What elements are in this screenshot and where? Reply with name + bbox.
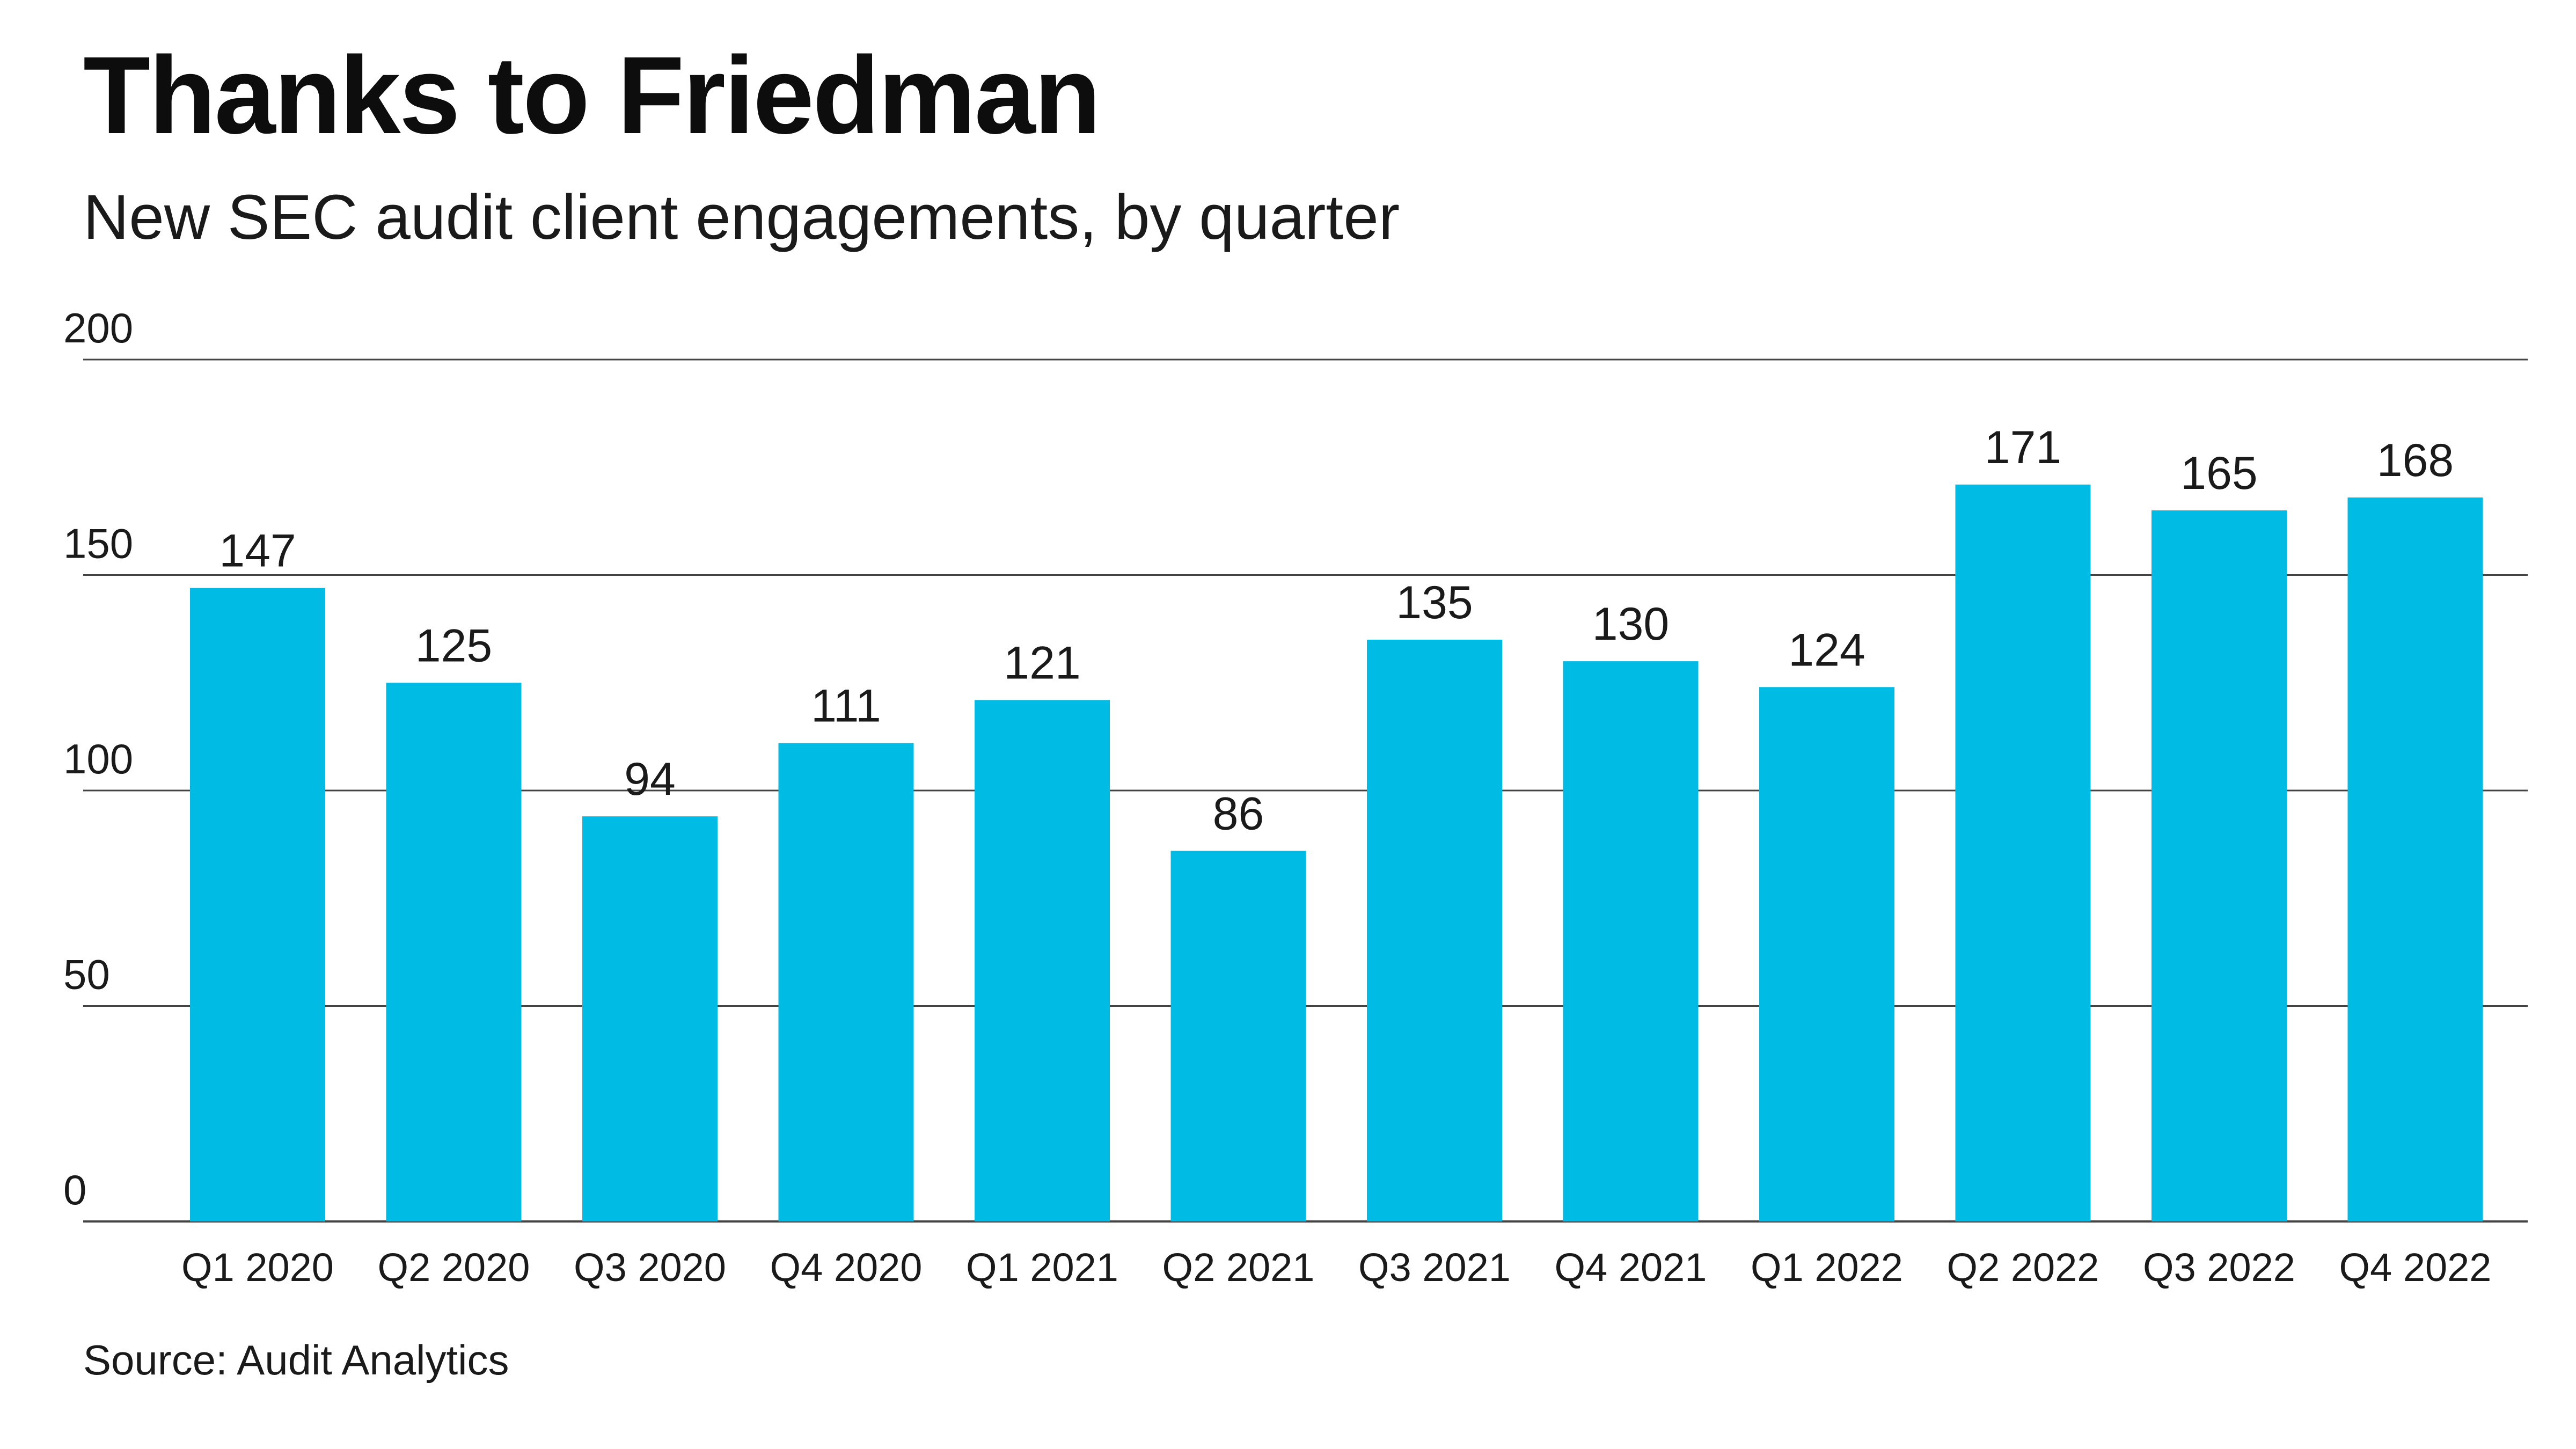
x-tick-label: Q1 2021: [966, 1245, 1118, 1290]
x-axis-ticks: Q1 2020 Q2 2020 Q3 2020 Q4 2020 Q1 2021 Q2 20…: [181, 1245, 2491, 1290]
x-tick-label: Q3 2020: [574, 1245, 726, 1290]
bar: [1955, 484, 2091, 1221]
data-label: 135: [1396, 577, 1473, 628]
x-tick-label: Q2 2021: [1162, 1245, 1315, 1290]
data-label: 125: [415, 620, 493, 671]
x-tick-label: Q1 2022: [1751, 1245, 1903, 1290]
x-tick-label: Q1 2020: [181, 1245, 334, 1290]
data-label: 86: [1213, 788, 1264, 839]
bar: [190, 588, 325, 1221]
x-tick-label: Q2 2022: [1947, 1245, 2099, 1290]
bar: [582, 816, 718, 1221]
data-label: 168: [2377, 435, 2454, 486]
y-axis-ticks: 0 50 100 150 200: [63, 304, 133, 1213]
chart-title: Thanks to Friedman: [83, 34, 1101, 157]
bar: [1563, 661, 1699, 1221]
source-note: Source: Audit Analytics: [83, 1336, 509, 1384]
bar: [1170, 851, 1306, 1221]
data-label: 111: [811, 680, 881, 732]
y-tick-label: 200: [63, 304, 133, 352]
x-tick-label: Q3 2021: [1358, 1245, 1511, 1290]
data-labels: 147 125 94 111 121 86 135 130 124 171 165 168: [219, 422, 2454, 840]
bar: [2151, 510, 2287, 1221]
y-tick-label: 50: [63, 951, 110, 998]
bar: [386, 683, 522, 1221]
bar: [778, 743, 914, 1221]
y-tick-label: 150: [63, 520, 133, 567]
chart-subtitle: New SEC audit client engagements, by qua…: [83, 182, 1400, 253]
data-label: 121: [1004, 637, 1081, 689]
y-tick-label: 100: [63, 735, 133, 782]
bar: [2347, 497, 2483, 1222]
data-label: 147: [219, 525, 296, 577]
x-tick-label: Q4 2022: [2339, 1245, 2492, 1290]
data-label: 124: [1788, 624, 1865, 676]
bar: [975, 700, 1110, 1221]
bars: [190, 484, 2483, 1222]
data-label: 94: [624, 753, 676, 805]
x-tick-label: Q3 2022: [2143, 1245, 2295, 1290]
bar: [1367, 639, 1502, 1221]
x-tick-label: Q4 2020: [770, 1245, 923, 1290]
bar: [1759, 687, 1894, 1221]
x-tick-label: Q4 2021: [1555, 1245, 1707, 1290]
data-label: 130: [1592, 598, 1670, 650]
x-tick-label: Q2 2020: [378, 1245, 530, 1290]
data-label: 171: [1985, 422, 2062, 473]
y-tick-label: 0: [63, 1166, 86, 1213]
data-label: 165: [2180, 448, 2258, 499]
